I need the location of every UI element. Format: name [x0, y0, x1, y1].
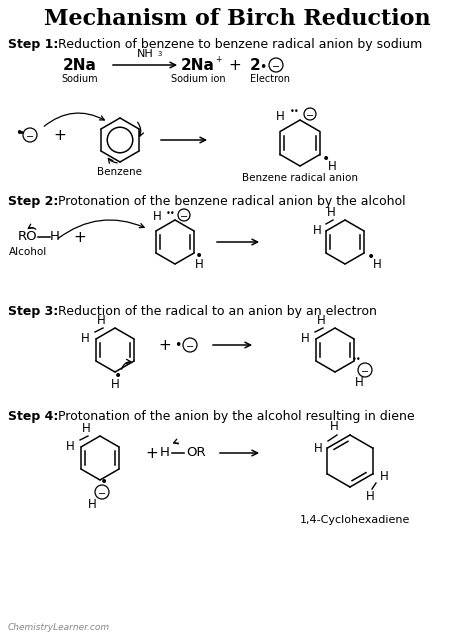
Text: $-$: $-$ — [180, 210, 189, 220]
Text: $-$: $-$ — [98, 487, 107, 497]
Text: 1,4-Cyclohexadiene: 1,4-Cyclohexadiene — [300, 515, 410, 525]
Text: H: H — [327, 206, 336, 218]
Text: •: • — [15, 126, 23, 140]
Text: Step 4:: Step 4: — [8, 410, 58, 423]
Text: Protonation of the anion by the alcohol resulting in diene: Protonation of the anion by the alcohol … — [58, 410, 415, 423]
Text: •: • — [174, 340, 182, 352]
Text: Step 3:: Step 3: — [8, 305, 58, 318]
Text: Sodium: Sodium — [62, 74, 98, 84]
Text: +: + — [73, 229, 86, 244]
Text: •: • — [367, 250, 375, 264]
Text: $-$: $-$ — [305, 109, 315, 119]
Text: Reduction of the radical to an anion by an electron: Reduction of the radical to an anion by … — [58, 305, 377, 318]
Text: Alcohol: Alcohol — [9, 247, 47, 257]
Text: H: H — [88, 497, 96, 511]
Text: Benzene radical anion: Benzene radical anion — [242, 173, 358, 183]
Text: H: H — [365, 490, 374, 504]
Text: Protonation of the benzene radical anion by the alcohol: Protonation of the benzene radical anion… — [58, 195, 406, 208]
Text: H: H — [82, 422, 91, 434]
Text: +: + — [54, 128, 66, 142]
Text: Electron: Electron — [250, 74, 290, 84]
Text: +: + — [146, 446, 158, 460]
Text: Mechanism of Birch Reduction: Mechanism of Birch Reduction — [44, 8, 430, 30]
Text: RO: RO — [18, 231, 38, 243]
Text: H: H — [160, 446, 170, 460]
Text: Benzene: Benzene — [98, 167, 143, 177]
Text: Reduction of benzene to benzene radical anion by sodium: Reduction of benzene to benzene radical … — [58, 38, 422, 51]
Text: $-$: $-$ — [360, 365, 370, 375]
Text: H: H — [195, 258, 203, 271]
Text: H: H — [380, 471, 388, 483]
Text: •: • — [100, 475, 108, 489]
Text: H: H — [355, 375, 364, 389]
Text: H: H — [153, 210, 161, 224]
Text: H: H — [314, 441, 322, 455]
Text: ChemistryLearner.com: ChemistryLearner.com — [8, 622, 110, 631]
Text: +: + — [159, 337, 172, 352]
Text: H: H — [328, 161, 337, 173]
Text: H: H — [97, 314, 105, 326]
Text: ••: •• — [352, 354, 362, 363]
Text: H: H — [301, 331, 310, 345]
Text: Step 2:: Step 2: — [8, 195, 58, 208]
Text: H: H — [110, 377, 119, 391]
Text: $-$: $-$ — [185, 340, 194, 350]
Text: +: + — [228, 58, 241, 72]
Text: ••: •• — [290, 107, 300, 116]
Text: $^+$: $^+$ — [214, 55, 223, 65]
Text: $-$: $-$ — [272, 60, 281, 70]
Text: H: H — [275, 110, 284, 123]
Text: ••: •• — [166, 208, 176, 218]
Text: H: H — [317, 314, 325, 326]
Text: •: • — [259, 62, 267, 74]
Text: H: H — [329, 420, 338, 434]
Text: NH: NH — [137, 49, 154, 59]
Text: H: H — [313, 224, 321, 236]
Text: $_3$: $_3$ — [157, 49, 163, 59]
Text: •: • — [18, 128, 24, 138]
Text: H: H — [65, 439, 74, 453]
Text: H: H — [81, 331, 90, 345]
Text: 2: 2 — [250, 58, 260, 72]
Text: •: • — [322, 152, 330, 166]
Text: H: H — [50, 231, 60, 243]
Text: H: H — [373, 258, 382, 272]
Text: 2Na: 2Na — [181, 58, 215, 72]
Text: Sodium ion: Sodium ion — [171, 74, 225, 84]
Text: •: • — [195, 249, 203, 263]
Text: Step 1:: Step 1: — [8, 38, 58, 51]
Text: OR: OR — [186, 446, 206, 460]
Text: $-$: $-$ — [26, 130, 35, 140]
Text: •: • — [114, 369, 122, 383]
Text: 2Na: 2Na — [63, 58, 97, 72]
